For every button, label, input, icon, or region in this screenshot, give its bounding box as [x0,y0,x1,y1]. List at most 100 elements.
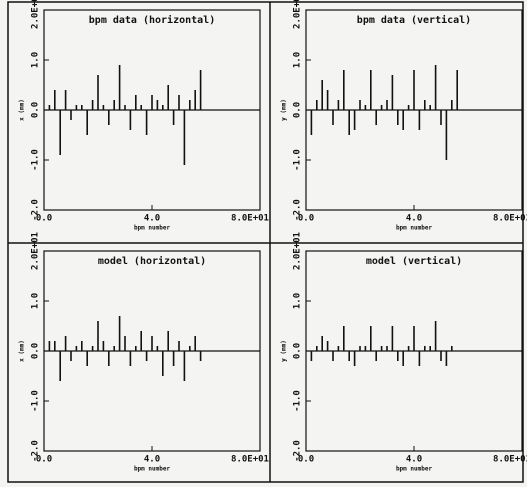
bar [451,100,453,110]
bar [64,90,67,110]
bar [86,351,88,366]
bar [113,346,115,351]
bar [124,105,126,110]
x-axis-label: bpm number [134,225,171,232]
x-tick-label: 8.0E+01 [493,455,527,465]
x-tick-label: 4.0 [144,455,160,465]
bar [321,336,323,351]
bar [370,326,372,351]
x-tick-label: 4.0 [406,455,422,465]
bar [343,70,345,110]
bar [359,100,361,110]
chart-title: bpm data (horizontal) [89,14,215,26]
bar [81,341,83,351]
y-tick-label: 2.0E+01 [31,0,41,29]
bar [59,110,61,155]
x-tick-label: 8.0E+01 [231,214,269,224]
bar [54,90,56,110]
y-tick-label: -1.0 [31,149,41,171]
bar [434,321,437,351]
x-axis-label: bpm number [134,466,171,473]
bar [397,351,399,361]
bar [162,351,164,376]
y-tick-label: -2.0 [31,440,41,462]
y-axis-label: x (mm) [19,340,26,362]
bar [199,351,202,361]
bar [375,110,377,125]
bar [445,110,448,160]
y-tick-label: 1.0 [31,52,41,68]
bar [108,351,110,366]
bar [348,351,350,361]
bar [375,351,377,361]
y-tick-label: 2.0E+01 [31,232,41,270]
bar [91,346,94,351]
x-tick-label: 0.0 [298,455,314,465]
bar [48,105,51,110]
y-axis-label: y (mm) [281,340,288,362]
bar [135,95,137,110]
bar [337,100,340,110]
bar [189,100,191,110]
bar [118,316,121,351]
bar [86,110,88,135]
y-tick-label: 1.0 [293,52,303,68]
bar [162,105,164,110]
bar [380,346,383,351]
x-tick-label: 4.0 [144,214,160,224]
y-tick-label: -2.0 [31,199,41,221]
bar [413,326,415,351]
bar [451,346,453,351]
bar [151,336,153,351]
y-tick-label: 0.0 [293,102,303,118]
bar [178,341,180,351]
bar [418,110,421,130]
bar [64,336,67,351]
bar [391,326,394,351]
bar [172,110,175,125]
bar [456,70,458,110]
bar [135,346,137,351]
bar [167,85,169,110]
bar [332,110,334,125]
chart-title: model (horizontal) [98,255,206,267]
bar [316,346,318,351]
bar [75,105,78,110]
bar [370,70,372,110]
bar [397,110,399,125]
bar [118,65,121,110]
bar [183,351,186,381]
bar [380,105,383,110]
bar [129,351,132,366]
bar [310,110,313,135]
bar [326,341,329,351]
y-tick-label: -1.0 [293,149,303,171]
bar [178,95,180,110]
x-axis-label: bpm number [396,225,433,232]
bar [97,321,99,351]
bar [140,331,142,351]
y-tick-label: -2.0 [293,199,303,221]
bar [75,346,78,351]
bar [440,110,442,125]
bar [364,346,367,351]
x-tick-label: 8.0E+01 [231,455,269,465]
bar [348,110,350,135]
bar [413,70,415,110]
bar [445,351,448,366]
y-tick-label: -1.0 [31,390,41,412]
bar [402,110,404,130]
bar [364,105,367,110]
bar [332,351,334,361]
bar [189,346,191,351]
bar [424,100,426,110]
bar [97,75,99,110]
bar [434,65,437,110]
bar [48,341,51,351]
bar [391,75,394,110]
y-axis-label: x (mm) [19,99,26,121]
bar [81,105,83,110]
bar [70,110,72,120]
bar [402,351,404,366]
